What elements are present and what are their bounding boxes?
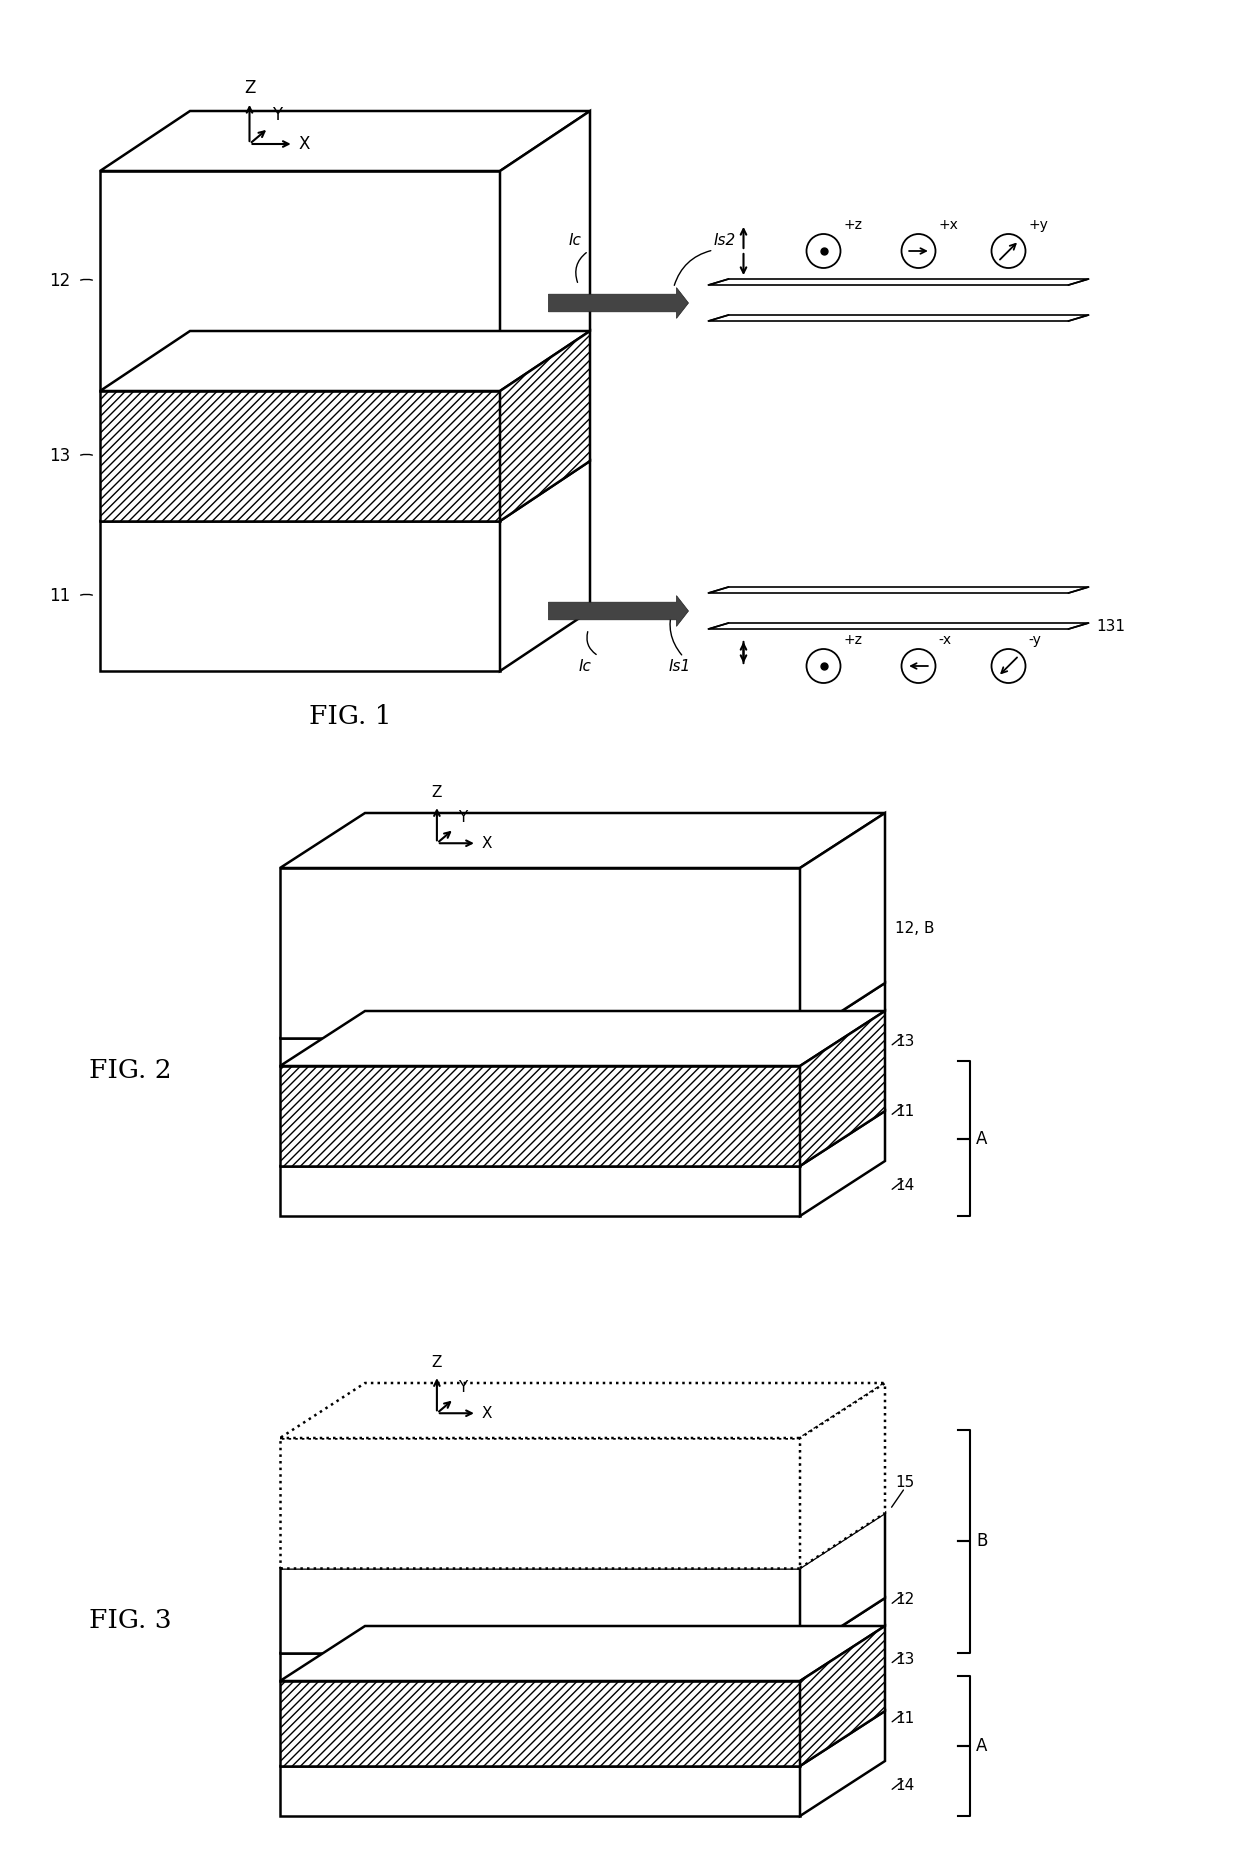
Text: 13: 13 — [895, 1652, 914, 1667]
Text: A: A — [976, 1130, 987, 1147]
Text: 12: 12 — [895, 1592, 914, 1607]
Text: +x: +x — [939, 219, 959, 232]
Polygon shape — [800, 1598, 885, 1680]
Polygon shape — [500, 110, 590, 391]
Circle shape — [992, 649, 1025, 683]
Polygon shape — [280, 1166, 800, 1216]
Text: B: B — [976, 1532, 987, 1551]
Polygon shape — [100, 110, 590, 170]
Polygon shape — [280, 1439, 800, 1568]
Polygon shape — [708, 623, 1089, 629]
Text: Y: Y — [458, 1379, 467, 1394]
Polygon shape — [708, 314, 1089, 322]
Text: FIG. 3: FIG. 3 — [89, 1609, 171, 1633]
Text: Z: Z — [432, 1355, 443, 1370]
Text: Ic: Ic — [579, 659, 591, 674]
Polygon shape — [100, 331, 590, 391]
Polygon shape — [800, 1111, 885, 1216]
Text: +z: +z — [843, 632, 863, 647]
Polygon shape — [280, 1598, 885, 1652]
Text: FIG. 1: FIG. 1 — [309, 703, 392, 728]
Polygon shape — [500, 460, 590, 672]
Polygon shape — [100, 460, 590, 520]
Text: X: X — [482, 1405, 492, 1420]
Polygon shape — [280, 1111, 885, 1166]
Text: 14: 14 — [895, 1179, 914, 1194]
Polygon shape — [280, 1766, 800, 1817]
Polygon shape — [280, 1652, 800, 1680]
Text: 11: 11 — [895, 1104, 914, 1119]
Polygon shape — [800, 1514, 885, 1652]
Polygon shape — [280, 1514, 885, 1568]
Polygon shape — [280, 1066, 800, 1166]
Text: 11: 11 — [48, 587, 69, 604]
Polygon shape — [708, 279, 1089, 284]
Text: Z: Z — [432, 786, 443, 801]
Polygon shape — [100, 170, 500, 391]
Polygon shape — [800, 1710, 885, 1817]
Polygon shape — [280, 1568, 800, 1652]
Text: +z: +z — [843, 219, 863, 232]
Circle shape — [901, 234, 935, 268]
Text: X: X — [299, 135, 310, 153]
Text: 13: 13 — [48, 447, 69, 466]
Polygon shape — [500, 331, 590, 520]
Polygon shape — [100, 520, 500, 672]
Polygon shape — [800, 1010, 885, 1166]
Text: Z: Z — [244, 79, 255, 97]
Text: 14: 14 — [895, 1779, 914, 1794]
Polygon shape — [708, 587, 1089, 593]
Polygon shape — [280, 1680, 800, 1766]
Text: X: X — [482, 836, 492, 851]
Text: 11: 11 — [895, 1710, 914, 1727]
Text: 15: 15 — [895, 1474, 914, 1489]
Circle shape — [806, 649, 841, 683]
Text: FIG. 2: FIG. 2 — [89, 1059, 171, 1083]
Text: Is2: Is2 — [713, 234, 735, 249]
Circle shape — [992, 234, 1025, 268]
Text: 131: 131 — [1096, 619, 1126, 634]
Text: Ic: Ic — [568, 234, 582, 249]
Text: Y: Y — [273, 107, 283, 123]
Polygon shape — [280, 1010, 885, 1066]
Polygon shape — [280, 1038, 800, 1066]
Text: +y: +y — [1028, 219, 1048, 232]
Polygon shape — [800, 982, 885, 1066]
Text: 12, B: 12, B — [895, 921, 935, 936]
Polygon shape — [280, 1383, 885, 1439]
Text: -y: -y — [1028, 632, 1042, 647]
Text: 13: 13 — [895, 1035, 914, 1050]
Polygon shape — [100, 391, 500, 520]
Polygon shape — [800, 814, 885, 1038]
Polygon shape — [280, 982, 885, 1038]
Text: Is1: Is1 — [668, 659, 691, 674]
Text: -x: -x — [939, 632, 951, 647]
Text: A: A — [976, 1736, 987, 1755]
Polygon shape — [280, 1626, 885, 1680]
Text: Y: Y — [458, 810, 467, 825]
Circle shape — [806, 234, 841, 268]
Polygon shape — [800, 1626, 885, 1766]
Polygon shape — [800, 1383, 885, 1568]
Polygon shape — [548, 288, 688, 318]
Polygon shape — [280, 1710, 885, 1766]
Circle shape — [901, 649, 935, 683]
Polygon shape — [280, 814, 885, 868]
Text: 12: 12 — [48, 271, 69, 290]
Polygon shape — [548, 595, 688, 627]
Polygon shape — [280, 868, 800, 1038]
